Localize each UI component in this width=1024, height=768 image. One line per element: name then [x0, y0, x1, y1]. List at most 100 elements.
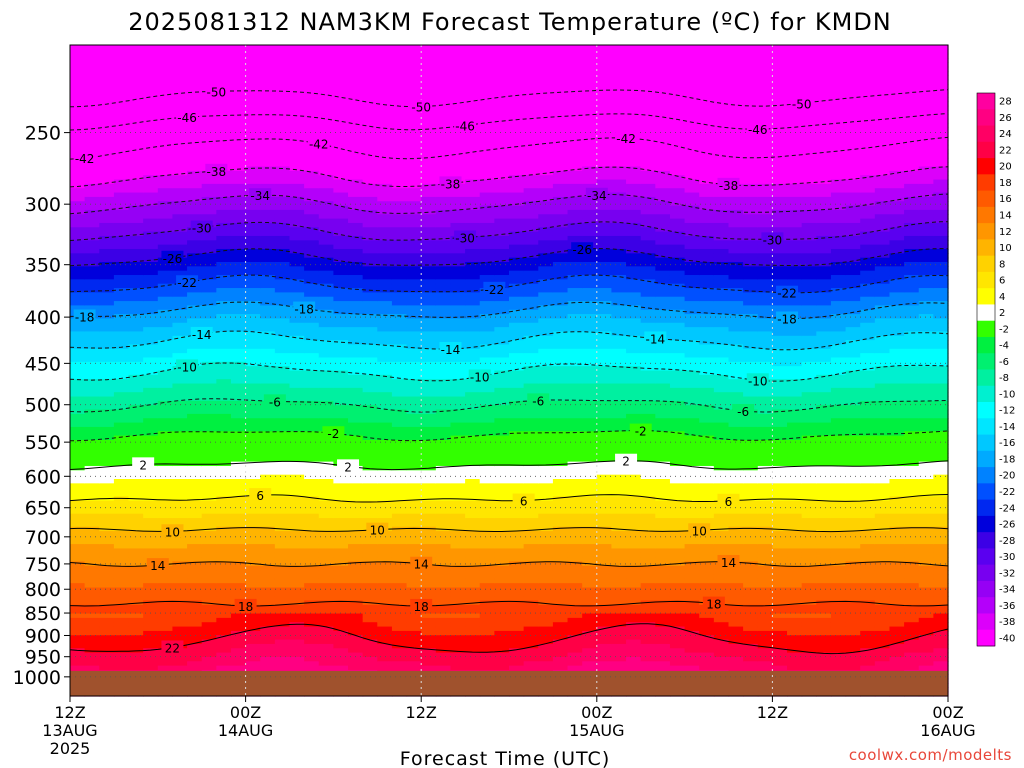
field-cell	[362, 222, 378, 228]
field-cell	[465, 505, 481, 510]
field-cell	[348, 144, 364, 150]
field-cell	[187, 175, 203, 181]
field-cell	[538, 509, 554, 515]
field-cell	[289, 266, 305, 272]
field-cell	[318, 652, 334, 658]
field-cell	[318, 192, 334, 198]
field-cell	[201, 426, 217, 432]
field-cell	[523, 270, 539, 276]
field-cell	[421, 262, 437, 267]
field-cell	[260, 92, 276, 98]
field-cell	[216, 422, 232, 428]
field-cell	[391, 344, 408, 350]
field-cell	[318, 448, 334, 454]
field-cell	[260, 353, 276, 359]
field-cell	[333, 192, 349, 198]
field-cell	[304, 357, 320, 363]
field-cell	[216, 58, 232, 63]
field-cell	[421, 266, 437, 272]
field-cell	[523, 101, 539, 107]
field-cell	[523, 214, 539, 220]
field-cell	[509, 509, 525, 515]
field-cell	[245, 331, 261, 337]
field-cell	[421, 439, 437, 445]
field-cell	[465, 535, 481, 541]
field-cell	[172, 392, 188, 398]
field-cell	[509, 426, 525, 432]
field-cell	[143, 318, 159, 324]
field-cell	[494, 609, 510, 615]
field-cell	[172, 296, 188, 302]
field-cell	[201, 79, 217, 85]
field-cell	[260, 561, 276, 567]
field-cell	[304, 574, 320, 580]
field-cell	[70, 162, 86, 168]
field-cell	[391, 539, 408, 545]
field-cell	[289, 591, 305, 597]
field-cell	[187, 92, 203, 98]
field-cell	[143, 548, 159, 554]
field-cell	[494, 318, 510, 324]
field-cell	[333, 84, 349, 89]
field-cell	[157, 374, 174, 380]
field-cell	[538, 266, 554, 272]
field-cell	[494, 314, 510, 320]
field-cell	[99, 630, 115, 636]
field-cell	[333, 235, 349, 241]
field-cell	[187, 374, 203, 380]
field-cell	[333, 531, 349, 537]
field-cell	[99, 409, 115, 415]
field-cell	[304, 188, 320, 194]
field-cell	[245, 370, 261, 376]
field-cell	[113, 101, 130, 107]
field-cell	[230, 500, 247, 506]
field-cell	[377, 88, 393, 94]
field-cell	[523, 357, 539, 363]
field-cell	[362, 583, 378, 589]
field-cell	[406, 353, 422, 359]
field-cell	[348, 340, 364, 346]
field-cell	[260, 84, 276, 89]
field-cell	[84, 201, 100, 207]
field-cell	[435, 292, 452, 298]
field-cell	[172, 179, 188, 185]
field-cell	[187, 58, 203, 63]
field-cell	[143, 409, 159, 415]
field-cell	[377, 366, 393, 372]
field-cell	[479, 305, 495, 311]
field-cell	[113, 413, 130, 419]
field-cell	[362, 101, 378, 107]
field-cell	[157, 340, 174, 346]
field-cell	[435, 97, 452, 103]
field-cell	[99, 361, 115, 367]
field-cell	[128, 262, 144, 267]
field-cell	[318, 630, 334, 636]
field-cell	[333, 522, 349, 528]
field-cell	[304, 331, 320, 337]
field-cell	[538, 518, 554, 523]
field-cell	[552, 71, 569, 76]
field-cell	[289, 214, 305, 220]
field-cell	[509, 565, 525, 571]
field-cell	[128, 305, 144, 311]
field-cell	[450, 561, 466, 567]
field-cell	[157, 465, 174, 471]
field-cell	[245, 296, 261, 302]
field-cell	[289, 231, 305, 237]
field-cell	[479, 231, 495, 237]
field-cell	[435, 101, 452, 107]
field-cell	[538, 205, 554, 211]
field-cell	[362, 266, 378, 272]
field-cell	[245, 392, 261, 398]
field-cell	[348, 418, 364, 424]
field-cell	[479, 335, 495, 341]
field-cell	[289, 327, 305, 333]
field-cell	[406, 505, 422, 510]
field-cell	[99, 92, 115, 98]
field-cell	[435, 62, 452, 68]
field-cell	[333, 661, 349, 667]
field-cell	[318, 153, 334, 159]
field-cell	[406, 483, 422, 489]
field-cell	[143, 474, 159, 480]
field-cell	[99, 166, 115, 172]
